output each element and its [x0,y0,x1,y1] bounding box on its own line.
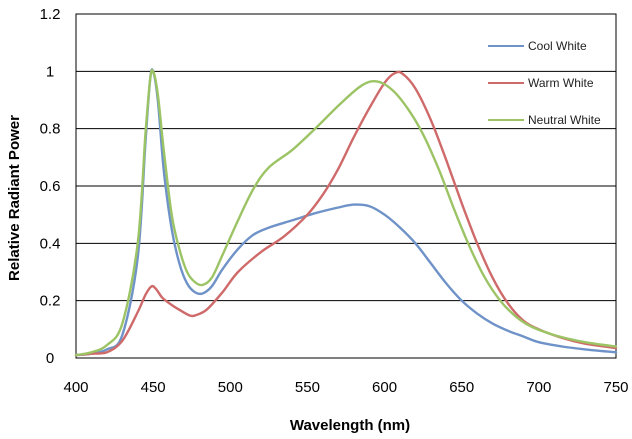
x-tick-label: 500 [218,379,243,396]
x-tick-label: 700 [526,379,551,396]
y-axis-title: Relative Radiant Power [6,115,23,281]
y-tick-label: 0 [46,350,54,367]
y-tick-label: 0.2 [40,293,61,310]
series-line-warm-white [74,70,618,357]
x-tick-label: 650 [449,379,474,396]
y-tick-label: 0.8 [40,121,61,138]
legend: Cool White Warm White Neutral White [488,39,601,127]
series-lines [74,68,618,357]
x-tick-label: 400 [63,379,88,396]
series-line-neutral-white [74,68,618,357]
legend-label: Cool White [528,39,587,53]
y-tick-label: 1 [46,63,54,80]
y-tick-label: 0.4 [40,235,61,252]
legend-label: Neutral White [528,113,601,127]
y-axis-ticks: 0 0.2 0.4 0.6 0.8 1 1.2 [40,6,61,367]
x-axis-title: Wavelength (nm) [290,417,410,434]
grid-lines [76,13,616,359]
y-tick-label: 1.2 [40,6,61,23]
x-tick-label: 550 [295,379,320,396]
legend-label: Warm White [528,76,594,90]
x-tick-label: 450 [141,379,166,396]
x-axis-ticks: 400 450 500 550 600 650 700 750 [63,379,628,396]
x-tick-label: 600 [372,379,397,396]
x-tick-label: 750 [603,379,628,396]
y-tick-label: 0.6 [40,178,61,195]
plot-area-frame [75,13,617,359]
